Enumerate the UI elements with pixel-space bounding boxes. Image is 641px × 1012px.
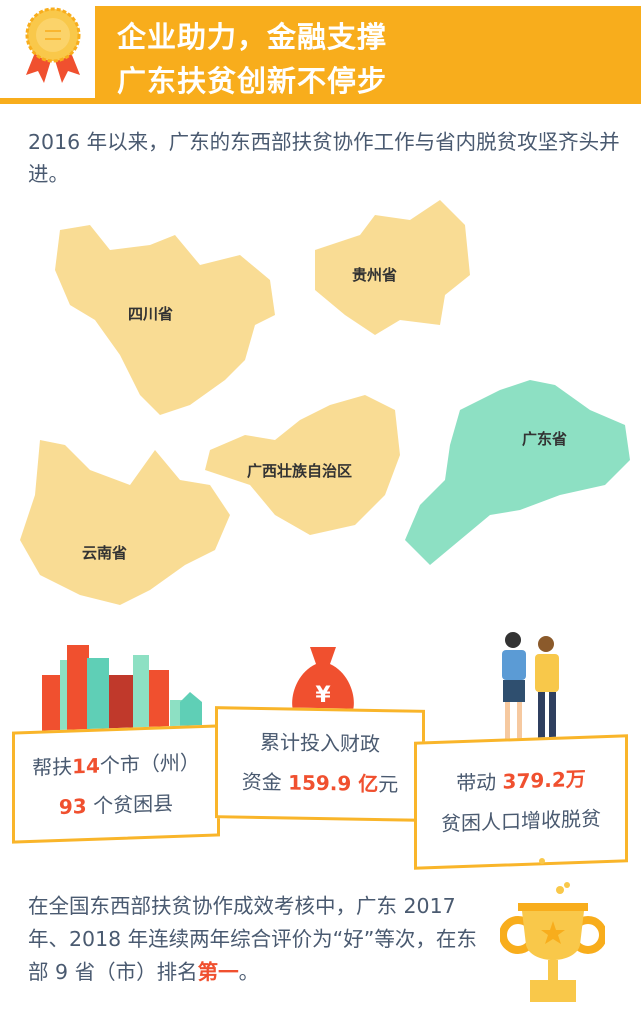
label-guangxi: 广西壮族自治区 xyxy=(247,462,353,480)
stat-text: 个贫困县 xyxy=(93,791,174,818)
stat-number: 14 xyxy=(72,753,100,779)
title-line-2: 广东扶贫创新不停步 xyxy=(117,64,388,98)
stat-number: 93 xyxy=(58,794,87,819)
stat-text: 个市（州） xyxy=(99,750,200,778)
stat-text: 带动 xyxy=(456,769,497,796)
map-guangxi xyxy=(205,395,400,535)
stat-text: 元 xyxy=(378,772,399,797)
outro-body: 在全国东西部扶贫协作成效考核中，广东 2017 年、2018 年连续两年综合评价… xyxy=(28,894,477,984)
map-guangdong xyxy=(405,380,630,565)
stat-text: 帮扶 xyxy=(32,754,73,780)
buildings-icon xyxy=(42,645,202,732)
outro-text: 在全国东西部扶贫协作成效考核中，广东 2017 年、2018 年连续两年综合评价… xyxy=(28,890,478,989)
map-sichuan xyxy=(55,225,275,415)
trophy-icon xyxy=(500,858,605,1002)
stat-card-cities: 帮扶14个市（州） 93 个贫困县 xyxy=(12,724,220,844)
stat-text: 累计投入财政 xyxy=(260,729,380,757)
label-yunnan: 云南省 xyxy=(82,544,128,562)
map-yunnan xyxy=(20,440,230,605)
title-line-1: 企业助力，金融支撑 xyxy=(117,20,388,54)
stat-number: 159.9 亿 xyxy=(288,770,379,797)
stat-text: 贫困人口增收脱贫 xyxy=(441,806,601,836)
svg-text:¥: ¥ xyxy=(315,683,331,708)
outro-highlight: 第一 xyxy=(197,960,239,984)
province-map xyxy=(20,200,630,605)
people-icon xyxy=(502,632,559,742)
stat-number: 379.2万 xyxy=(502,766,586,794)
label-guizhou: 贵州省 xyxy=(352,266,398,284)
stat-card-funds: 累计投入财政 资金 159.9 亿元 xyxy=(215,706,425,822)
stat-text: 资金 xyxy=(241,769,282,795)
label-guangdong: 广东省 xyxy=(522,430,568,448)
intro-text: 2016 年以来，广东的东西部扶贫协作工作与省内脱贫攻坚齐头并进。 xyxy=(28,130,620,186)
stat-card-people: 带动 379.2万 贫困人口增收脱贫 xyxy=(414,734,628,870)
medal-icon xyxy=(25,7,81,83)
money-bag-icon: ¥ xyxy=(292,647,354,720)
outro-end: 。 xyxy=(238,960,260,984)
header-banner: 企业助力，金融支撑 广东扶贫创新不停步 xyxy=(95,6,641,103)
map-guizhou xyxy=(315,200,470,335)
label-sichuan: 四川省 xyxy=(128,305,174,323)
